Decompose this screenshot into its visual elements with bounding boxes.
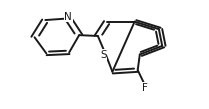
Text: S: S [100, 50, 107, 60]
Text: N: N [64, 12, 72, 22]
Text: F: F [142, 83, 148, 93]
